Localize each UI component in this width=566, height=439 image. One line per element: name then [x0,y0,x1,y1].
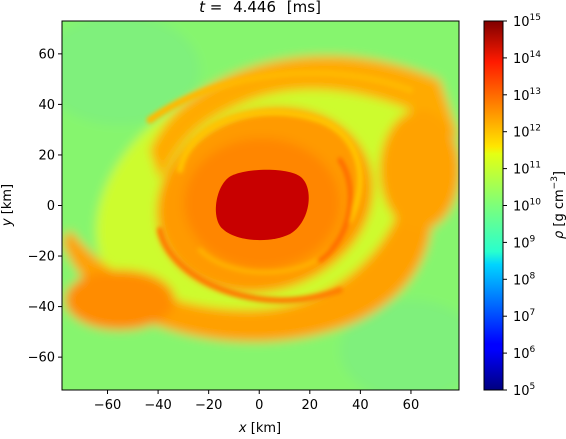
title-unit: [ms] [287,0,321,16]
x-tick-label: −20 [195,398,222,413]
x-tick-label: −60 [94,398,121,413]
y-axis-unit: [km] [0,184,15,218]
colorbar-label-close: ] [552,171,566,176]
colorbar-ticks: 1015 1014 1013 1012 1011 1010 109 108 107 106 105 [503,13,541,399]
filament-3 [157,227,343,304]
core [215,169,309,241]
title-value: 4.446 [233,0,276,16]
y-tick-label: 40 [38,98,55,113]
spiral-filaments [146,69,414,304]
y-tick-label: 60 [38,47,55,62]
y-tick-label: 0 [47,199,55,214]
right-lobe [380,110,459,230]
filament-1 [177,109,363,223]
y-axis-ticks: 60 40 20 0 −20 −40 −60 [28,47,62,366]
x-axis-var: x [238,421,247,435]
lower-right-field [340,300,459,390]
colorbar-tick-label: 1011 [513,161,541,178]
x-tick-label: 20 [302,398,319,413]
heatmap-image [62,21,459,390]
colorbar-label: ρ [g cm−3] [550,171,566,239]
colorbar-tick-label: 109 [513,234,536,251]
colorbar-tick-label: 1013 [513,87,541,104]
colorbar-tick-label: 1015 [513,13,541,30]
y-tick-label: −20 [28,250,55,265]
x-tick-label: −40 [144,398,171,413]
filament-5 [317,157,353,263]
x-tick-label: 40 [352,398,369,413]
colorbar [483,20,504,391]
x-axis-ticks: −60 −40 −20 0 20 40 60 [94,390,419,413]
y-axis-var: y [0,218,15,227]
colorbar-label-sup: −3 [550,176,560,189]
title-prefix: t = [199,0,222,16]
colorbar-tick-label: 106 [513,345,536,362]
x-tick-label: 0 [255,398,263,413]
y-tick-label: −60 [28,351,55,366]
x-axis-label: x [km] [238,421,281,435]
colorbar-tick-label: 105 [513,382,535,399]
colorbar-tick-label: 1014 [513,50,541,67]
upper-left-field [62,21,200,125]
colorbar-tick-label: 1010 [513,198,541,215]
y-axis-label: y [km] [0,184,15,227]
left-lobe [65,270,175,330]
colorbar-label-var: ρ [552,230,566,239]
y-tick-label: 20 [38,148,55,163]
colorbar-tick-label: 107 [513,308,535,325]
colorbar-tick-label: 108 [513,271,536,288]
chart-title: t = 4.446 [ms] [199,0,321,16]
x-tick-label: 60 [403,398,420,413]
colorbar-label-unit: [g cm [552,189,566,230]
x-axis-unit: [km] [247,421,281,435]
colorbar-tick-label: 1012 [513,124,541,141]
y-tick-label: −40 [28,300,55,315]
filament-4 [146,69,414,124]
